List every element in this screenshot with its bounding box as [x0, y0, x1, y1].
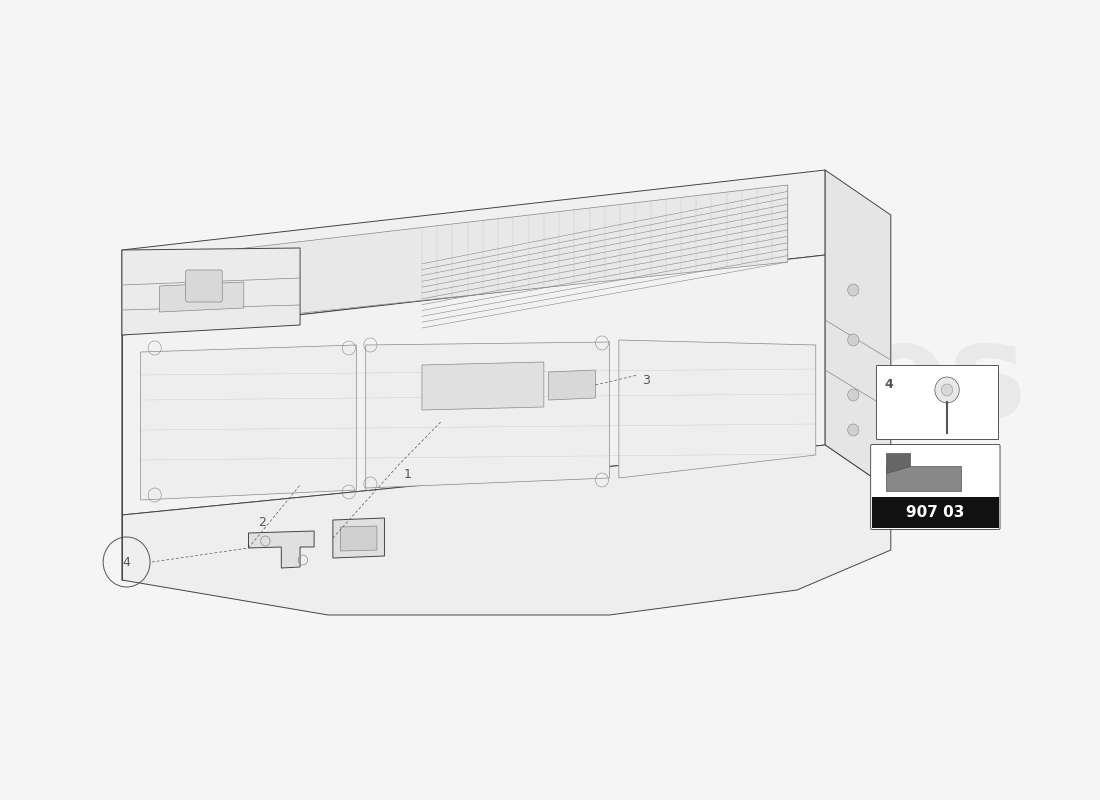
Polygon shape: [549, 370, 595, 400]
Text: 3: 3: [642, 374, 650, 386]
FancyBboxPatch shape: [876, 365, 998, 439]
Polygon shape: [141, 345, 356, 500]
Circle shape: [942, 384, 953, 396]
Polygon shape: [122, 248, 300, 335]
Text: 907 03: 907 03: [906, 505, 965, 520]
FancyBboxPatch shape: [872, 497, 999, 528]
Polygon shape: [122, 445, 891, 615]
FancyBboxPatch shape: [870, 445, 1000, 530]
Text: 4: 4: [884, 378, 893, 391]
Polygon shape: [887, 466, 961, 491]
Polygon shape: [333, 518, 384, 558]
Circle shape: [848, 284, 859, 296]
Polygon shape: [160, 282, 244, 312]
Text: a passion for parts since 1985: a passion for parts since 1985: [368, 538, 663, 592]
Polygon shape: [365, 342, 609, 488]
Polygon shape: [422, 362, 543, 410]
FancyBboxPatch shape: [186, 270, 222, 302]
Circle shape: [848, 334, 859, 346]
Circle shape: [848, 424, 859, 436]
Polygon shape: [249, 531, 315, 568]
Polygon shape: [619, 340, 816, 478]
Polygon shape: [340, 526, 377, 551]
Polygon shape: [122, 170, 825, 335]
Polygon shape: [160, 185, 788, 328]
Text: 1: 1: [404, 467, 411, 481]
Polygon shape: [825, 170, 891, 490]
Text: 4: 4: [122, 555, 131, 569]
Text: eurospares: eurospares: [192, 317, 1026, 443]
Circle shape: [935, 377, 959, 403]
Text: 2: 2: [257, 515, 266, 529]
Polygon shape: [887, 453, 910, 473]
Polygon shape: [122, 255, 825, 515]
Circle shape: [848, 389, 859, 401]
